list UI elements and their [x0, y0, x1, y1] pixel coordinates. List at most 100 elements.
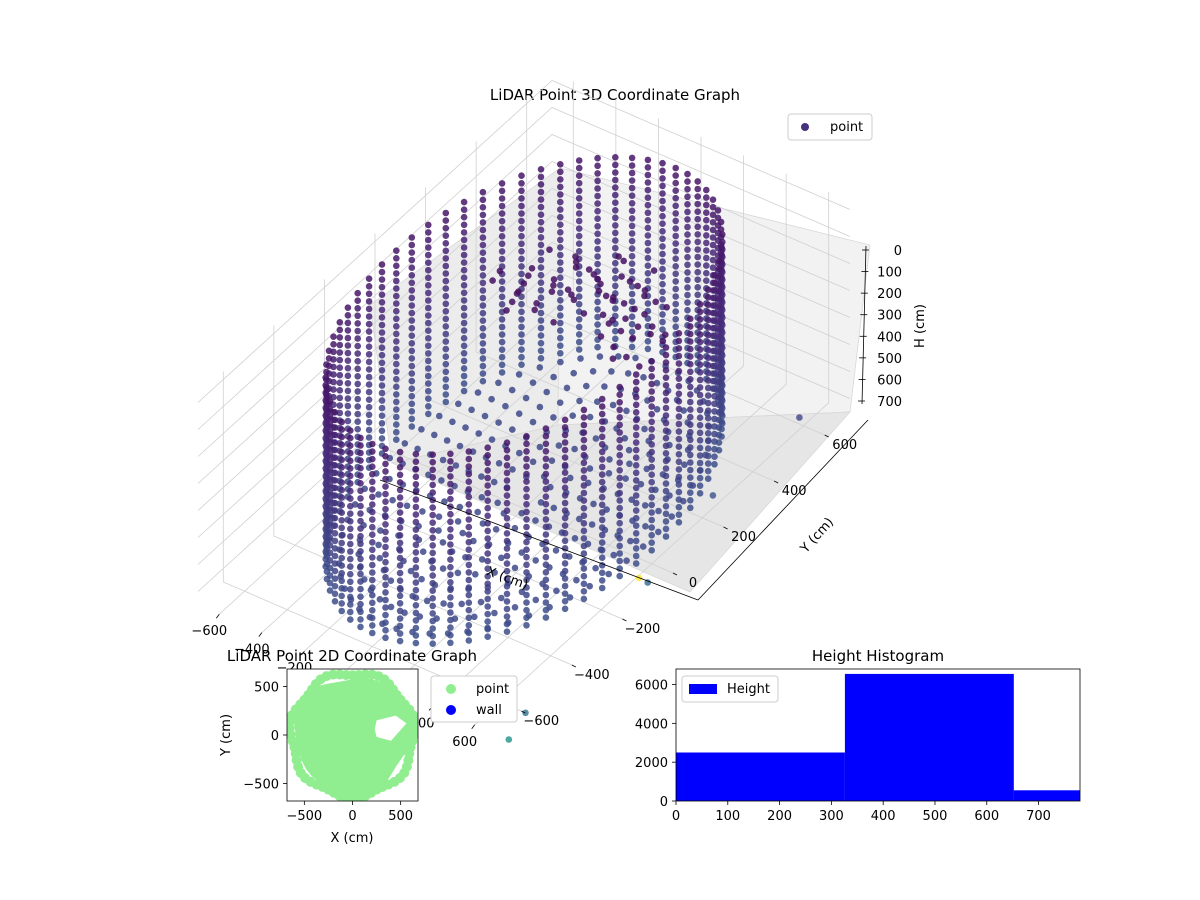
point-marker: [672, 172, 679, 179]
point-marker: [412, 579, 420, 586]
point-marker: [484, 535, 492, 542]
z-tick-label: 600: [877, 373, 902, 388]
point-marker: [632, 530, 640, 537]
point-marker: [412, 594, 420, 601]
point-marker: [616, 489, 623, 497]
point-marker: [648, 373, 655, 380]
point-marker: [491, 569, 498, 576]
point-marker: [542, 485, 550, 493]
point-marker: [408, 340, 416, 347]
point-marker: [557, 334, 564, 342]
point-marker: [648, 365, 655, 373]
point-marker: [378, 299, 386, 306]
point-marker: [442, 300, 450, 308]
point-marker: [412, 609, 420, 617]
point-marker: [508, 298, 516, 306]
point-marker: [338, 501, 346, 509]
point-marker: [557, 244, 564, 251]
point-marker: [389, 496, 396, 504]
point-marker: [537, 218, 545, 226]
point-marker: [580, 504, 588, 512]
point-marker: [425, 274, 432, 282]
point-marker: [357, 623, 364, 631]
point-marker: [628, 215, 636, 222]
point-marker: [644, 345, 652, 353]
x-tick-label: −600: [191, 624, 227, 639]
point-marker: [396, 592, 404, 600]
point-marker: [575, 300, 583, 308]
point-marker: [662, 359, 670, 366]
point-marker: [382, 551, 389, 558]
x-tick-label-hist: 0: [672, 809, 680, 824]
point-marker: [632, 522, 640, 529]
point-marker: [523, 614, 530, 621]
point-marker: [632, 401, 640, 409]
point-marker: [382, 611, 389, 619]
point-marker: [557, 183, 564, 191]
point-marker: [336, 349, 344, 356]
point-marker: [594, 238, 601, 245]
point-marker: [704, 362, 712, 369]
y-tick-label: −200: [625, 622, 661, 637]
point-marker: [347, 442, 354, 450]
point-marker: [378, 427, 386, 435]
point-marker: [523, 516, 530, 523]
point-marker: [503, 620, 511, 628]
point-marker: [598, 501, 606, 509]
point-marker: [369, 629, 376, 637]
point-marker: [393, 368, 400, 376]
point-marker: [419, 508, 426, 515]
point-marker: [484, 588, 492, 595]
point-marker: [498, 225, 506, 232]
x-axis-ticks-2d: −500 0 500: [286, 801, 413, 824]
point-marker: [687, 368, 694, 376]
point-marker: [589, 368, 597, 375]
point-marker: [580, 406, 588, 414]
z-tick-label: 400: [877, 330, 902, 345]
point-marker: [696, 437, 704, 444]
point-marker: [711, 287, 718, 294]
point-marker: [475, 430, 483, 437]
point-cloud-2d: [287, 669, 418, 801]
point-marker: [703, 232, 710, 239]
x-tick-mark: [471, 724, 476, 730]
point-marker: [616, 519, 623, 527]
point-marker: [542, 500, 550, 508]
point-marker: [659, 296, 666, 303]
point-marker: [484, 580, 492, 588]
point-marker: [338, 607, 346, 615]
point-marker: [575, 232, 583, 240]
point-marker: [561, 529, 569, 537]
point-marker: [537, 324, 545, 332]
point-marker: [357, 555, 364, 563]
point-marker: [393, 345, 400, 353]
point-marker: [616, 399, 623, 406]
point-marker: [465, 508, 473, 516]
point-marker: [479, 264, 487, 272]
point-marker: [542, 561, 550, 568]
point-marker: [696, 474, 704, 482]
point-marker: [465, 569, 473, 576]
point-marker: [711, 294, 718, 302]
point-marker: [369, 569, 376, 576]
point-marker: [575, 217, 583, 225]
point-marker: [711, 438, 718, 445]
point-marker: [684, 291, 691, 299]
point-marker: [325, 347, 333, 355]
z-axis-label-3d: H (cm): [913, 304, 928, 348]
point-marker: [703, 239, 710, 247]
point-marker: [572, 264, 580, 271]
point-marker: [632, 537, 640, 545]
point-marker: [605, 570, 612, 578]
point-marker: [447, 616, 454, 624]
point-marker: [503, 484, 511, 492]
point-marker: [594, 207, 601, 215]
point-marker: [628, 230, 636, 237]
point-marker: [557, 161, 564, 168]
point-marker: [369, 440, 376, 448]
point-marker: [537, 196, 545, 203]
point-marker: [580, 595, 588, 603]
point-marker: [704, 324, 712, 331]
point-marker: [659, 337, 667, 345]
point-marker: [484, 512, 492, 520]
